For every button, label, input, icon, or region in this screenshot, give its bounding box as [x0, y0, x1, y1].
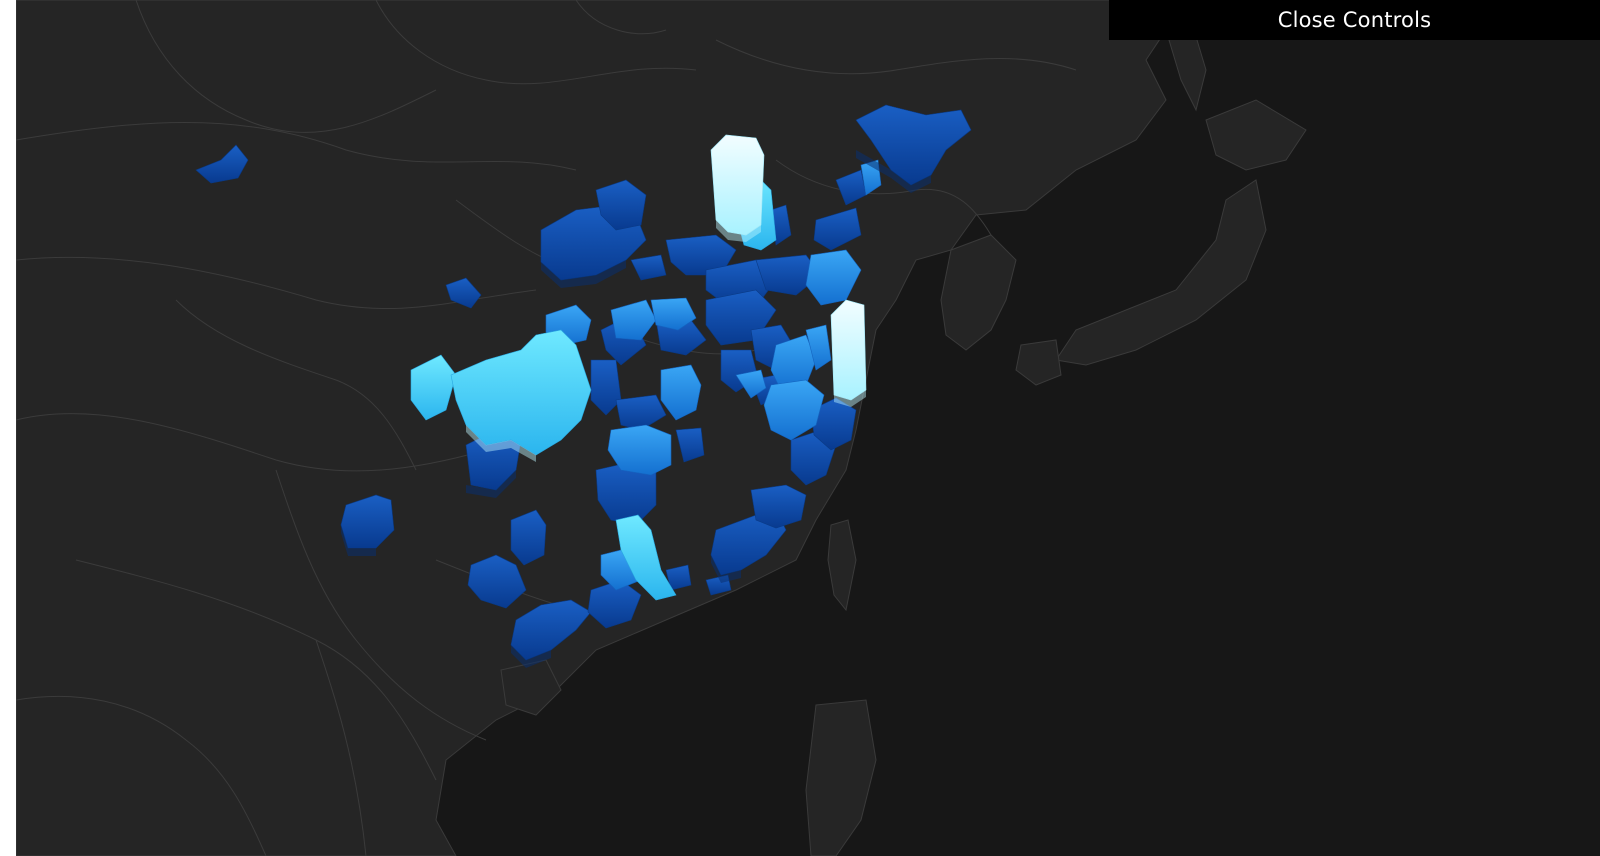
- korean-peninsula: [940, 234, 1017, 351]
- extrusion-sides: [341, 150, 931, 668]
- extrusion-group-low: [195, 104, 972, 661]
- japan-kyushu: [1015, 339, 1062, 386]
- japan-hokkaido: [1205, 99, 1307, 171]
- extrusion-highlights: [466, 220, 866, 462]
- luzon: [805, 699, 877, 856]
- land-layer: [16, 0, 1307, 856]
- extrusion-group-high: [410, 174, 777, 601]
- close-controls-button[interactable]: Close Controls: [1109, 0, 1600, 40]
- taiwan: [827, 519, 857, 612]
- close-controls-label: Close Controls: [1277, 8, 1432, 32]
- map-viewport[interactable]: [16, 0, 1600, 856]
- extrusions: [195, 104, 972, 668]
- japan-honshu: [1055, 179, 1267, 366]
- mainland: [16, 0, 1167, 856]
- extrusion-group-mid: [545, 159, 882, 591]
- extrusion-group-peak: [710, 134, 867, 401]
- map-canvas[interactable]: [16, 0, 1600, 856]
- border-lines: [16, 0, 1077, 856]
